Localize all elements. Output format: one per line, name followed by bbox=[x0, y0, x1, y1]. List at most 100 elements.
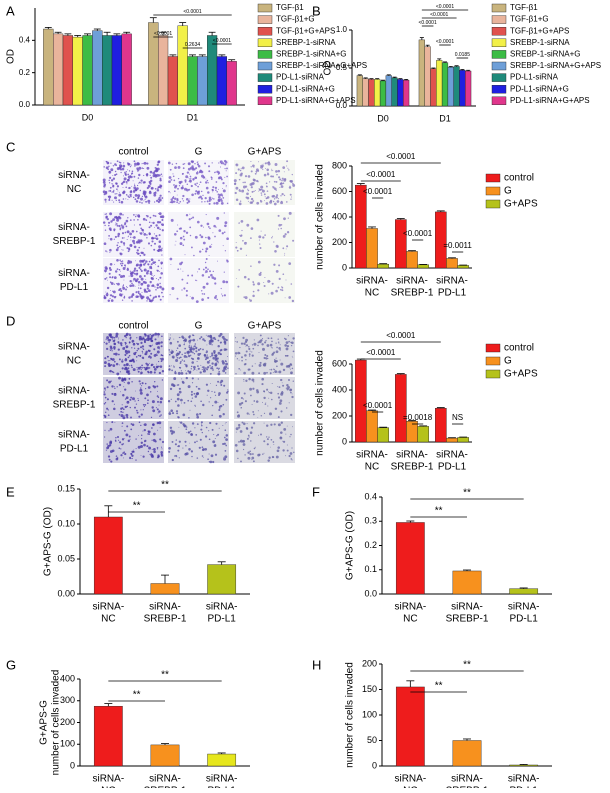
cell bbox=[108, 430, 109, 431]
cell bbox=[143, 409, 144, 410]
cell bbox=[161, 219, 163, 221]
significance-label: <0.0001 bbox=[386, 331, 416, 340]
cell bbox=[248, 201, 249, 202]
significance-label: 0.0185 bbox=[455, 52, 471, 58]
cell bbox=[189, 178, 190, 179]
cell bbox=[117, 233, 120, 236]
bar bbox=[403, 80, 409, 106]
cell bbox=[148, 356, 150, 358]
cell bbox=[106, 166, 109, 169]
cell bbox=[253, 381, 254, 382]
cell bbox=[148, 242, 150, 244]
cell bbox=[120, 195, 121, 196]
cell bbox=[251, 170, 253, 172]
cell bbox=[188, 340, 191, 343]
cell bbox=[117, 386, 118, 387]
cell bbox=[288, 455, 290, 457]
cell bbox=[243, 381, 244, 382]
cell bbox=[130, 417, 132, 419]
cell bbox=[251, 198, 253, 200]
cell bbox=[292, 240, 294, 242]
y-axis-label: G+APS-G (OD) bbox=[43, 507, 54, 576]
cell bbox=[159, 197, 161, 199]
cell bbox=[111, 359, 113, 361]
cell bbox=[219, 406, 221, 408]
cell bbox=[189, 214, 190, 215]
bar bbox=[419, 40, 425, 106]
bar bbox=[392, 78, 398, 106]
cell bbox=[157, 164, 159, 166]
cell bbox=[240, 370, 241, 371]
cell bbox=[137, 273, 138, 274]
cell bbox=[245, 400, 247, 402]
cell bbox=[249, 299, 252, 302]
cell bbox=[123, 242, 125, 244]
cell bbox=[158, 361, 159, 362]
cell bbox=[191, 275, 193, 277]
cell bbox=[281, 289, 283, 291]
cell bbox=[108, 455, 110, 457]
cell bbox=[155, 224, 157, 226]
x-tick-label: siRNA- bbox=[436, 450, 468, 461]
cell bbox=[154, 286, 155, 287]
cell bbox=[283, 217, 286, 220]
cell bbox=[139, 293, 141, 295]
cell bbox=[115, 222, 116, 223]
cell bbox=[104, 415, 106, 417]
cell bbox=[242, 422, 244, 424]
cell bbox=[156, 335, 157, 336]
cell bbox=[121, 249, 122, 250]
cell bbox=[176, 230, 178, 232]
cell bbox=[250, 161, 251, 162]
cell bbox=[130, 237, 131, 238]
cell bbox=[192, 377, 194, 379]
cell bbox=[292, 357, 293, 358]
error-bar bbox=[228, 60, 235, 62]
cell bbox=[255, 190, 256, 191]
cell bbox=[115, 224, 116, 225]
cell bbox=[141, 163, 142, 164]
cell bbox=[177, 188, 179, 190]
cell bbox=[276, 174, 278, 176]
cell bbox=[145, 388, 146, 389]
cell bbox=[267, 190, 269, 192]
significance-label: ** bbox=[133, 690, 141, 701]
cell bbox=[253, 283, 255, 285]
cell bbox=[123, 187, 124, 188]
cell bbox=[159, 185, 162, 188]
cell bbox=[141, 385, 142, 386]
cell bbox=[110, 229, 112, 231]
cell bbox=[237, 458, 238, 459]
cell bbox=[168, 400, 170, 402]
cell bbox=[108, 414, 110, 416]
cell bbox=[116, 193, 117, 194]
cell bbox=[206, 427, 208, 429]
cell bbox=[106, 450, 107, 451]
y-tick-label: 0.0 bbox=[364, 588, 377, 598]
cell bbox=[108, 333, 111, 336]
cell bbox=[272, 186, 273, 187]
cell bbox=[161, 223, 164, 226]
cell bbox=[263, 390, 265, 392]
cell bbox=[237, 286, 239, 288]
cell bbox=[257, 345, 259, 347]
cell bbox=[110, 168, 113, 171]
cell bbox=[158, 343, 159, 344]
cell bbox=[275, 170, 278, 173]
cell bbox=[247, 423, 248, 424]
bar bbox=[227, 61, 237, 105]
cell bbox=[238, 168, 240, 170]
cell bbox=[202, 249, 203, 250]
cell bbox=[147, 270, 149, 272]
cell bbox=[186, 432, 187, 433]
cell bbox=[238, 441, 240, 443]
error-bar bbox=[150, 18, 157, 23]
cell bbox=[221, 294, 222, 295]
cell bbox=[266, 197, 268, 199]
cell bbox=[250, 351, 251, 352]
cell bbox=[218, 196, 221, 199]
cell bbox=[151, 188, 153, 190]
cell bbox=[252, 191, 254, 193]
cell bbox=[216, 171, 218, 173]
cell bbox=[198, 349, 200, 351]
